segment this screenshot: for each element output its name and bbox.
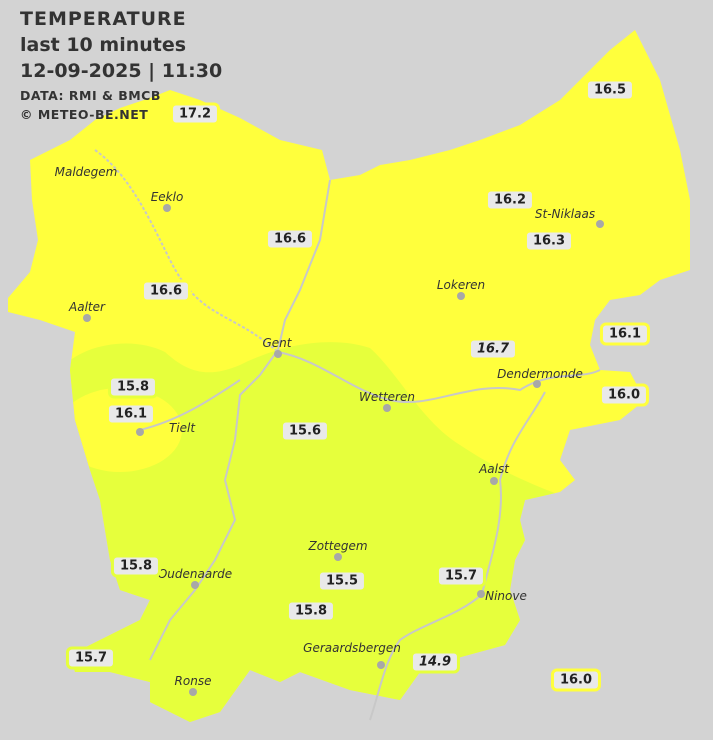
city-label: Gent — [262, 336, 292, 350]
station-temperature-label[interactable]: 16.6 — [140, 279, 192, 303]
city-label: St-Niklaas — [534, 207, 596, 221]
city-dot — [163, 204, 171, 212]
station-temperature-label[interactable]: 15.8 — [285, 599, 337, 623]
city-label: Eeklo — [150, 190, 184, 204]
city-label: Geraardsbergen — [303, 641, 401, 655]
station-temperature-label[interactable]: 15.8 — [110, 554, 162, 578]
city-dot — [136, 428, 144, 436]
map-period: last 10 minutes — [20, 34, 187, 56]
city-dot — [274, 350, 282, 358]
city-dot — [533, 380, 541, 388]
city-label: Dendermonde — [497, 367, 583, 381]
station-temperature-label[interactable]: 16.3 — [523, 229, 575, 253]
station-temperature-label[interactable]: 14.9 — [409, 650, 461, 674]
city-dot — [191, 581, 199, 589]
city-dot — [490, 477, 498, 485]
city-label: Aalst — [479, 462, 509, 476]
city-label: Maldegem — [54, 165, 118, 179]
map-title: TEMPERATURE — [20, 8, 187, 30]
station-temperature-label[interactable]: 16.2 — [484, 188, 536, 212]
city-label: Lokeren — [436, 278, 486, 292]
station-temperature-label[interactable]: 15.8 — [107, 375, 159, 399]
city-dot — [83, 314, 91, 322]
city-label: Wetteren — [359, 390, 415, 404]
city-label: Ronse — [174, 674, 212, 688]
city-dot — [383, 404, 391, 412]
station-temperature-label[interactable]: 17.2 — [169, 102, 221, 126]
station-temperature-label[interactable]: 16.1 — [599, 322, 651, 346]
city-dot — [334, 553, 342, 561]
station-temperature-label[interactable]: 16.0 — [598, 383, 650, 407]
station-temperature-label[interactable]: 15.5 — [316, 569, 368, 593]
city-label: Zottegem — [308, 539, 368, 553]
copyright: © METEO-BE.NET — [20, 107, 149, 122]
city-dot — [189, 688, 197, 696]
city-dot — [477, 590, 485, 598]
warm-pocket — [58, 388, 182, 472]
city-dot — [377, 661, 385, 669]
station-temperature-label[interactable]: 16.5 — [584, 78, 636, 102]
station-temperature-label[interactable]: 16.6 — [264, 227, 316, 251]
station-temperature-label[interactable]: 15.6 — [279, 419, 331, 443]
city-label: Tielt — [168, 421, 196, 435]
city-label: Oudenaarde — [157, 567, 233, 581]
station-temperature-label[interactable]: 16.0 — [550, 668, 602, 692]
map-datetime: 12-09-2025 | 11:30 — [20, 60, 223, 82]
station-temperature-label[interactable]: 15.7 — [435, 564, 487, 588]
city-label: Aalter — [69, 300, 105, 314]
station-temperature-label[interactable]: 16.7 — [467, 337, 519, 361]
city-label: Ninove — [485, 589, 527, 603]
station-temperature-label[interactable]: 16.1 — [105, 402, 157, 426]
city-dot — [596, 220, 604, 228]
data-source: DATA: RMI & BMCB — [20, 88, 161, 103]
city-dot — [457, 292, 465, 300]
station-temperature-label[interactable]: 15.7 — [65, 646, 117, 670]
